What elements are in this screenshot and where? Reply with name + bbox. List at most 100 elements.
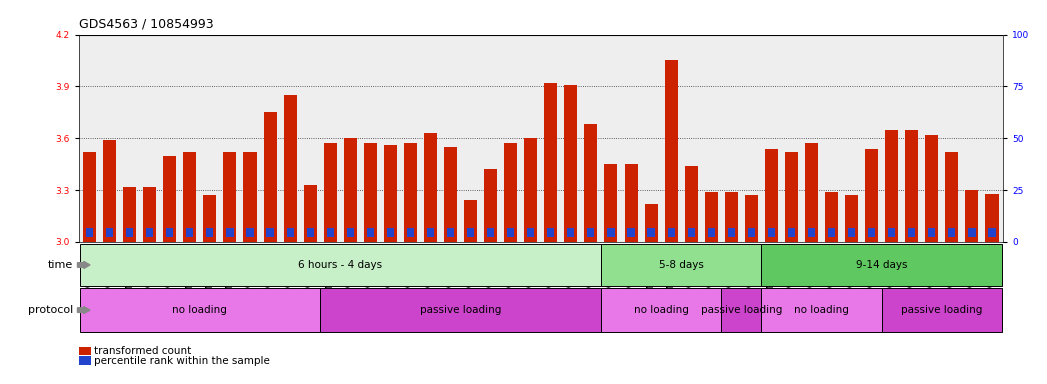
Bar xyxy=(624,164,638,242)
Text: passive loading: passive loading xyxy=(700,305,782,315)
Bar xyxy=(366,228,374,237)
Bar xyxy=(203,195,217,242)
Bar xyxy=(444,147,458,242)
Bar xyxy=(968,228,976,237)
Bar xyxy=(601,244,761,286)
Bar xyxy=(80,288,320,332)
Bar xyxy=(505,144,517,242)
Text: protocol: protocol xyxy=(28,305,73,315)
Bar xyxy=(223,152,237,242)
Bar xyxy=(166,228,174,237)
Bar xyxy=(264,113,276,242)
Bar xyxy=(906,130,918,242)
Bar xyxy=(527,228,534,237)
Bar xyxy=(848,228,855,237)
Bar xyxy=(544,83,557,242)
Bar xyxy=(744,195,758,242)
Bar xyxy=(548,228,555,237)
Bar xyxy=(868,228,875,237)
Bar xyxy=(761,288,882,332)
Bar xyxy=(882,288,1002,332)
Bar xyxy=(685,166,697,242)
Bar xyxy=(607,228,615,237)
Bar xyxy=(665,61,677,242)
Bar xyxy=(828,228,836,237)
Bar xyxy=(765,149,778,242)
Bar xyxy=(427,228,435,237)
Bar xyxy=(728,228,735,237)
Bar xyxy=(347,228,354,237)
Bar xyxy=(564,85,577,242)
Text: 6 hours - 4 days: 6 hours - 4 days xyxy=(298,260,382,270)
Text: passive loading: passive loading xyxy=(901,305,982,315)
Text: transformed count: transformed count xyxy=(94,346,192,356)
Bar xyxy=(584,124,598,242)
Text: no loading: no loading xyxy=(633,305,689,315)
Bar xyxy=(705,192,718,242)
Bar xyxy=(587,228,595,237)
Bar xyxy=(487,228,494,237)
Bar xyxy=(525,138,537,242)
Bar xyxy=(601,288,721,332)
Bar xyxy=(324,144,337,242)
Text: time: time xyxy=(48,260,73,270)
Bar xyxy=(965,190,979,242)
Bar xyxy=(80,244,601,286)
Bar xyxy=(908,228,915,237)
Bar xyxy=(725,192,738,242)
Bar xyxy=(86,228,93,237)
Text: no loading: no loading xyxy=(173,305,227,315)
Bar xyxy=(266,228,273,237)
Bar xyxy=(103,140,116,242)
Bar xyxy=(929,228,935,237)
Bar xyxy=(83,152,96,242)
Bar xyxy=(825,192,838,242)
Bar xyxy=(284,95,296,242)
Bar xyxy=(668,228,674,237)
Text: 9-14 days: 9-14 days xyxy=(856,260,908,270)
Bar xyxy=(464,200,477,242)
Text: no loading: no loading xyxy=(794,305,849,315)
Text: passive loading: passive loading xyxy=(420,305,502,315)
Bar xyxy=(246,228,253,237)
Bar xyxy=(805,144,818,242)
Bar xyxy=(767,228,775,237)
Bar xyxy=(327,228,334,237)
Bar xyxy=(865,149,878,242)
Bar xyxy=(304,185,316,242)
Bar xyxy=(808,228,816,237)
Bar xyxy=(183,152,197,242)
Bar xyxy=(226,228,233,237)
Bar xyxy=(424,133,437,242)
Bar xyxy=(287,228,293,237)
Bar xyxy=(645,204,658,242)
Bar xyxy=(507,228,514,237)
Bar xyxy=(126,228,133,237)
Bar xyxy=(567,228,575,237)
Text: GDS4563 / 10854993: GDS4563 / 10854993 xyxy=(79,18,214,31)
Bar xyxy=(307,228,314,237)
Bar xyxy=(761,244,1002,286)
Bar xyxy=(106,228,113,237)
Bar xyxy=(206,228,214,237)
Bar xyxy=(467,228,474,237)
Bar xyxy=(949,228,956,237)
Bar xyxy=(785,152,798,242)
Bar xyxy=(985,194,999,242)
Bar xyxy=(147,228,153,237)
Bar xyxy=(788,228,795,237)
Bar xyxy=(244,152,257,242)
Bar xyxy=(386,228,394,237)
Bar xyxy=(845,195,859,242)
Bar xyxy=(647,228,654,237)
Bar xyxy=(363,144,377,242)
Bar xyxy=(721,288,761,332)
Bar xyxy=(447,228,454,237)
Text: 5-8 days: 5-8 days xyxy=(659,260,704,270)
Bar xyxy=(484,169,497,242)
Bar xyxy=(748,228,755,237)
Bar xyxy=(888,228,895,237)
Bar xyxy=(384,145,397,242)
Bar xyxy=(688,228,695,237)
Bar xyxy=(343,138,357,242)
